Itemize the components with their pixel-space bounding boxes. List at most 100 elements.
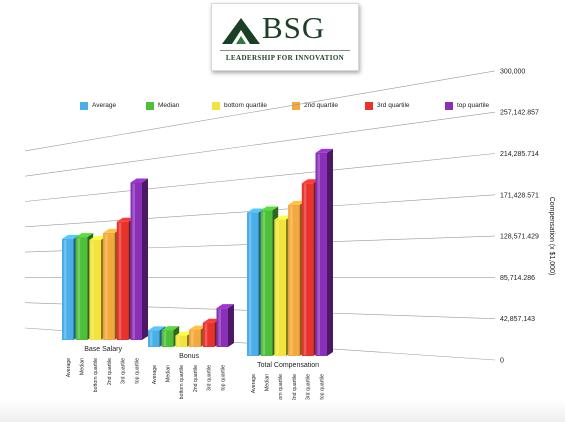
legend-label: Median xyxy=(158,102,180,109)
bar xyxy=(216,308,228,347)
bar-top xyxy=(103,228,121,233)
bar-highlight xyxy=(163,331,167,346)
bar-highlight xyxy=(64,239,67,339)
category-label: Bonus xyxy=(179,353,199,360)
bar-label: Average xyxy=(152,365,158,384)
bar-top xyxy=(247,208,265,213)
bar-label: Median xyxy=(264,374,270,391)
bar xyxy=(161,330,174,347)
bar xyxy=(288,204,300,356)
bar-top xyxy=(202,318,221,323)
bar-highlight xyxy=(132,183,135,339)
bar xyxy=(202,322,215,347)
bar xyxy=(315,152,327,356)
legend-swatch xyxy=(365,102,373,110)
bar-top xyxy=(116,217,135,222)
bsg-logo: BSG LEADERSHIP FOR INNOVATION xyxy=(211,3,359,71)
bar xyxy=(103,232,115,340)
category-label: Total Compensation xyxy=(257,362,319,369)
legend-label: 3rd quartile xyxy=(377,102,410,109)
legend-swatch xyxy=(212,102,220,110)
bar xyxy=(148,330,160,347)
bar-label: 3rd quartile xyxy=(306,374,312,400)
bar-label: top quartile xyxy=(319,374,325,400)
legend-swatch xyxy=(146,102,154,110)
legend-label: Average xyxy=(92,102,117,109)
bar-side xyxy=(327,148,333,356)
y-tick-label: 85,714.286 xyxy=(500,275,535,282)
bar-top xyxy=(288,200,306,205)
bar-top xyxy=(301,179,320,184)
bar-highlight xyxy=(290,205,293,355)
bar-top xyxy=(189,325,207,330)
bar xyxy=(62,238,74,340)
bar xyxy=(89,239,101,340)
bar-highlight xyxy=(317,153,320,355)
bar-label: Average xyxy=(66,358,72,377)
bar xyxy=(189,329,201,347)
bar-side xyxy=(228,304,234,347)
logo-divider xyxy=(220,50,350,51)
bar-label: top quartile xyxy=(134,358,140,384)
legend-label: top quartile xyxy=(457,102,490,109)
bar xyxy=(247,212,259,356)
y-tick-label: 42,857.143 xyxy=(500,316,535,323)
bar-top xyxy=(260,206,279,211)
bar-top xyxy=(89,235,107,240)
bar xyxy=(175,335,187,347)
bar-top xyxy=(62,234,80,239)
gridline xyxy=(24,111,496,177)
bar-label: bottom quartile xyxy=(179,365,185,399)
bar-highlight xyxy=(262,211,266,355)
gridline xyxy=(24,153,496,202)
bar-highlight xyxy=(204,323,208,346)
y-tick-label: 300,000 xyxy=(500,68,525,75)
bar-highlight xyxy=(249,213,252,355)
bar-highlight xyxy=(218,309,221,346)
compensation-chart: 0 42,857.143 85,714.286 128,571.429 171,428.… xyxy=(24,68,555,408)
bar-label: 2nd quartile xyxy=(292,374,298,401)
bar xyxy=(274,219,286,356)
y-tick-label: 128,571.429 xyxy=(500,234,539,241)
bar-label: 3rd quartile xyxy=(207,365,213,391)
bar-top xyxy=(75,233,94,238)
legend-label: 2nd quartile xyxy=(304,102,338,109)
bar xyxy=(75,237,88,340)
bar-label: top quartile xyxy=(220,365,226,391)
bar-label: 2nd quartile xyxy=(193,365,199,392)
logo-tagline: LEADERSHIP FOR INNOVATION xyxy=(225,54,345,62)
bar-label: Median xyxy=(165,365,171,382)
bar-highlight xyxy=(303,184,307,355)
bar-top xyxy=(274,215,292,220)
y-tick-label: 171,428.571 xyxy=(500,192,539,199)
bar-highlight xyxy=(105,233,108,339)
legend-swatch xyxy=(80,102,88,110)
gridline xyxy=(24,70,496,152)
mountain-logo-icon xyxy=(222,18,260,44)
bar-highlight xyxy=(177,336,180,346)
category-label: Base Salary xyxy=(84,346,122,353)
bar xyxy=(260,210,273,356)
y-tick-label: 214,285.714 xyxy=(500,151,539,158)
bar-highlight xyxy=(77,238,81,339)
bar-highlight xyxy=(150,331,153,346)
bar-label: bottom quartile xyxy=(93,358,99,392)
y-axis-label: Compensation (x $1,000) xyxy=(548,197,555,276)
page-bottom-fade xyxy=(0,400,565,422)
bar xyxy=(301,183,314,356)
bar-highlight xyxy=(91,240,94,339)
bar-label: Average xyxy=(251,374,257,393)
legend-swatch xyxy=(292,102,300,110)
bar-top xyxy=(148,326,166,331)
bar-label: Median xyxy=(79,358,85,375)
bar-top xyxy=(161,326,180,331)
bar-top xyxy=(175,331,193,336)
bar-label: bottom quartile xyxy=(278,374,284,408)
bar-top xyxy=(216,304,234,309)
y-tick-label: 257,142.857 xyxy=(500,110,539,117)
y-tick-label: 0 xyxy=(500,358,504,365)
bar-label: 3rd quartile xyxy=(121,358,127,384)
bar xyxy=(130,182,142,340)
bar-highlight xyxy=(191,330,194,346)
bar-top xyxy=(130,178,148,183)
